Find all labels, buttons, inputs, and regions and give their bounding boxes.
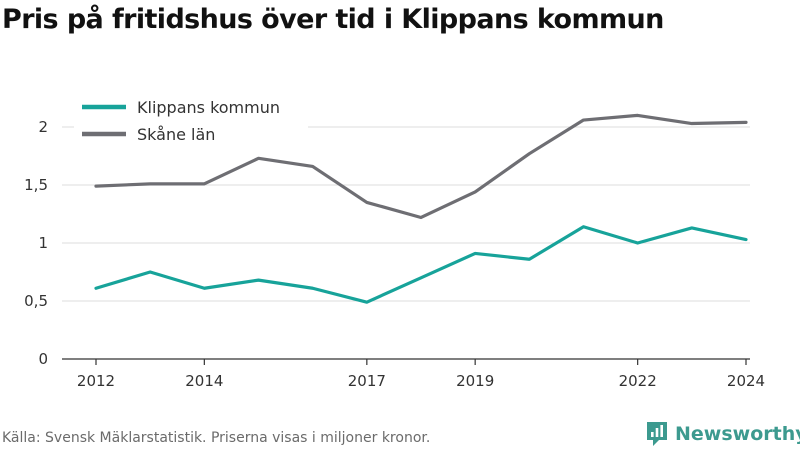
x-tick-label: 2024	[727, 372, 765, 390]
bar-chart-logo-icon	[647, 422, 667, 446]
x-axis: 2012 2014 2017 2019 2022 2024	[62, 358, 765, 390]
brand-name: Newsworthy	[675, 423, 800, 445]
chart-title: Pris på fritidshus över tid i Klippans k…	[2, 4, 664, 35]
x-tick-label: 2014	[185, 372, 223, 390]
y-tick-label: 1,5	[24, 176, 48, 194]
legend-label: Klippans kommun	[137, 98, 280, 117]
y-tick-label: 1	[38, 234, 48, 252]
x-tick-label: 2012	[77, 372, 115, 390]
series-lines	[94, 113, 748, 304]
x-tick-label: 2019	[456, 372, 494, 390]
y-axis-ticks: 0 0,5 1 1,5 2	[24, 118, 48, 368]
series-line-skane-lan	[94, 113, 748, 220]
x-tick-label: 2017	[348, 372, 386, 390]
legend-background	[74, 125, 308, 151]
x-tick-label: 2022	[619, 372, 657, 390]
legend: Klippans kommun Skåne län	[74, 98, 308, 151]
source-note: Källa: Svensk Mäklarstatistik. Priserna …	[2, 430, 431, 446]
y-tick-label: 2	[38, 118, 48, 136]
legend-label: Skåne län	[137, 125, 215, 144]
y-tick-label: 0,5	[24, 292, 48, 310]
y-tick-label: 0	[38, 350, 48, 368]
brand-logo: Newsworthy	[645, 420, 800, 448]
line-chart: 0 0,5 1 1,5 2 2012 2014 2017 2019 2022 2024 Klipp…	[24, 98, 765, 390]
legend-background	[74, 98, 308, 124]
series-line-klippans-kommun	[94, 225, 748, 304]
